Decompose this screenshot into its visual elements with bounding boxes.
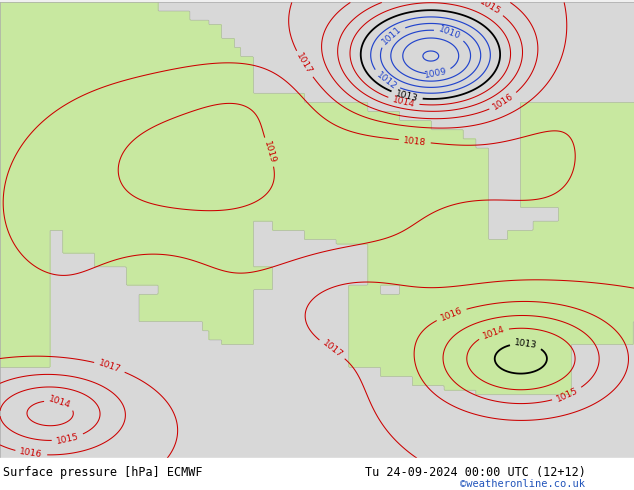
Text: 1015: 1015 bbox=[555, 386, 579, 404]
Text: ©weatheronline.co.uk: ©weatheronline.co.uk bbox=[460, 479, 585, 489]
Text: 1011: 1011 bbox=[380, 24, 403, 47]
Text: 1012: 1012 bbox=[374, 70, 398, 91]
Text: 1010: 1010 bbox=[437, 25, 462, 42]
Text: 1016: 1016 bbox=[19, 447, 43, 460]
Text: Surface pressure [hPa] ECMWF: Surface pressure [hPa] ECMWF bbox=[3, 466, 203, 479]
Text: 1018: 1018 bbox=[403, 136, 427, 147]
Text: Tu 24-09-2024 00:00 UTC (12+12): Tu 24-09-2024 00:00 UTC (12+12) bbox=[365, 466, 585, 479]
Text: 1013: 1013 bbox=[514, 338, 538, 350]
Text: 1015: 1015 bbox=[477, 0, 502, 17]
Text: 1019: 1019 bbox=[262, 140, 277, 164]
Text: 1014: 1014 bbox=[481, 324, 506, 341]
Text: 1014: 1014 bbox=[48, 394, 72, 410]
Text: 1017: 1017 bbox=[295, 52, 314, 76]
Text: 1017: 1017 bbox=[320, 339, 344, 360]
Text: 1016: 1016 bbox=[439, 306, 463, 322]
Text: 1017: 1017 bbox=[97, 359, 122, 375]
Text: 1014: 1014 bbox=[391, 95, 416, 109]
Text: 1009: 1009 bbox=[424, 67, 448, 80]
Text: 1016: 1016 bbox=[491, 92, 515, 112]
Text: 1013: 1013 bbox=[394, 89, 419, 103]
Text: 1015: 1015 bbox=[56, 432, 80, 445]
